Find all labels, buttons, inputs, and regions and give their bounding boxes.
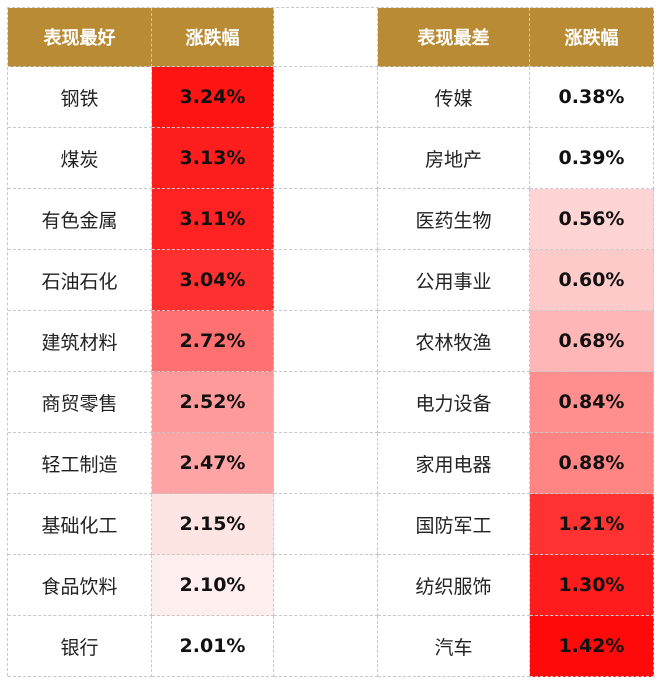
worst-sector-change: 0.84% — [530, 372, 654, 433]
header-worst-change: 涨跌幅 — [530, 8, 654, 67]
worst-sector-change: 1.42% — [530, 616, 654, 677]
header-worst: 表现最差 — [378, 8, 530, 67]
best-sector-name: 煤炭 — [8, 128, 152, 189]
worst-sector-name: 家用电器 — [378, 433, 530, 494]
spacer — [274, 433, 378, 494]
worst-sector-name: 国防军工 — [378, 494, 530, 555]
best-sector-name: 商贸零售 — [8, 372, 152, 433]
worst-sector-name: 房地产 — [378, 128, 530, 189]
best-sector-change: 2.15% — [152, 494, 274, 555]
best-sector-change: 3.11% — [152, 189, 274, 250]
spacer — [274, 311, 378, 372]
worst-sector-name: 医药生物 — [378, 189, 530, 250]
best-sector-change: 2.52% — [152, 372, 274, 433]
spacer — [274, 616, 378, 677]
worst-sector-name: 公用事业 — [378, 250, 530, 311]
header-best-change: 涨跌幅 — [152, 8, 274, 67]
worst-sector-name: 传媒 — [378, 67, 530, 128]
best-sector-change: 3.04% — [152, 250, 274, 311]
best-sector-name: 钢铁 — [8, 67, 152, 128]
worst-sector-name: 电力设备 — [378, 372, 530, 433]
best-sector-change: 2.10% — [152, 555, 274, 616]
best-sector-name: 银行 — [8, 616, 152, 677]
spacer — [274, 494, 378, 555]
spacer — [274, 128, 378, 189]
worst-sector-change: 0.56% — [530, 189, 654, 250]
spacer — [274, 189, 378, 250]
best-sector-name: 有色金属 — [8, 189, 152, 250]
best-sector-name: 食品饮料 — [8, 555, 152, 616]
worst-sector-change: 0.68% — [530, 311, 654, 372]
best-sector-name: 建筑材料 — [8, 311, 152, 372]
spacer — [274, 555, 378, 616]
best-sector-change: 3.13% — [152, 128, 274, 189]
best-sector-name: 轻工制造 — [8, 433, 152, 494]
worst-sector-name: 汽车 — [378, 616, 530, 677]
best-sector-change: 2.47% — [152, 433, 274, 494]
best-sector-name: 石油石化 — [8, 250, 152, 311]
sector-performance-table: 表现最好 涨跌幅 表现最差 涨跌幅 钢铁 3.24% 传媒 0.38% 煤炭 3… — [7, 7, 654, 677]
worst-sector-change: 0.88% — [530, 433, 654, 494]
worst-sector-change: 1.21% — [530, 494, 654, 555]
worst-sector-name: 农林牧渔 — [378, 311, 530, 372]
spacer — [274, 372, 378, 433]
best-sector-change: 2.01% — [152, 616, 274, 677]
spacer — [274, 250, 378, 311]
best-sector-name: 基础化工 — [8, 494, 152, 555]
spacer-header — [274, 8, 378, 67]
worst-sector-change: 1.30% — [530, 555, 654, 616]
spacer — [274, 67, 378, 128]
worst-sector-name: 纺织服饰 — [378, 555, 530, 616]
header-best: 表现最好 — [8, 8, 152, 67]
best-sector-change: 2.72% — [152, 311, 274, 372]
best-sector-change: 3.24% — [152, 67, 274, 128]
worst-sector-change: 0.38% — [530, 67, 654, 128]
worst-sector-change: 0.39% — [530, 128, 654, 189]
worst-sector-change: 0.60% — [530, 250, 654, 311]
